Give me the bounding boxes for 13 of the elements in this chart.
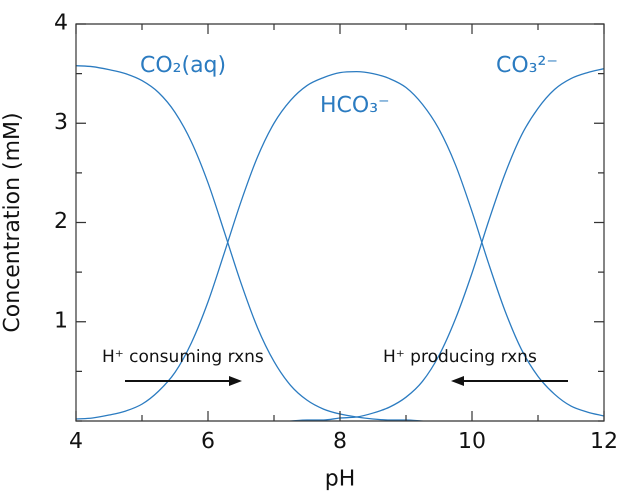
x-tick-label: 10	[458, 428, 486, 454]
y-axis-title: Concentration (mM)	[0, 112, 25, 333]
y-tick-label: 2	[54, 209, 68, 234]
series-label: CO₃²⁻	[496, 53, 558, 78]
x-tick-label: 6	[201, 428, 215, 454]
y-tick-label: 3	[54, 110, 68, 135]
x-axis-title: pH	[324, 466, 356, 492]
x-tick-label: 12	[590, 428, 618, 454]
x-tick-label: 8	[333, 428, 347, 454]
series-label: HCO₃⁻	[320, 93, 390, 118]
y-tick-label: 4	[54, 10, 68, 36]
y-tick-label: 1	[54, 308, 68, 334]
series-label: CO₂(aq)	[140, 53, 226, 78]
